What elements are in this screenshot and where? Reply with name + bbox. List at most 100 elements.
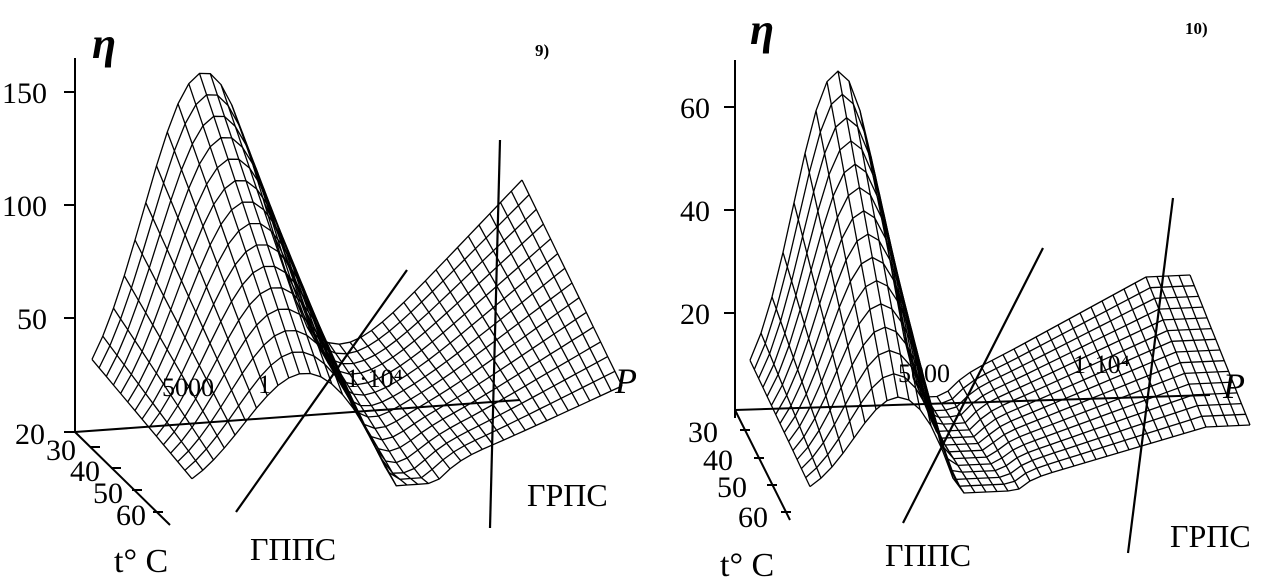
z-tick-label-10-40: 40 — [680, 195, 710, 228]
mesh-line-p — [1156, 276, 1218, 427]
mesh-line-p — [881, 213, 943, 450]
mesh-line-p — [317, 336, 419, 485]
mesh-line-p — [859, 110, 921, 410]
mesh-line-t — [191, 372, 623, 487]
panel-10: 60 40 20 30 40 50 60 η 10) 5000 1·10⁴ P … — [680, 5, 1251, 577]
mesh-line-p — [381, 321, 483, 450]
mesh-line-p — [478, 224, 580, 407]
mesh-line-p — [1167, 275, 1229, 427]
mesh-line-p — [489, 213, 591, 402]
t-tick-label-9-30: 30 — [46, 434, 76, 467]
mesh-line-p — [936, 396, 998, 492]
mesh-line-p — [231, 104, 333, 385]
mesh-line-p — [837, 70, 899, 398]
mesh-line-p — [991, 360, 1053, 473]
mesh-line-p — [112, 307, 215, 461]
t-tick-label-9-40: 40 — [70, 455, 100, 488]
z-tick-label-9-150: 150 — [2, 77, 47, 110]
mesh-line-p — [848, 80, 910, 401]
mesh-line-p — [102, 335, 204, 471]
mesh-line-p — [914, 380, 976, 493]
mesh-line-t — [758, 116, 1199, 412]
grps-line-9 — [488, 139, 502, 529]
mesh-line-p — [1178, 275, 1240, 426]
grps-label-9: ГРПС — [527, 477, 608, 513]
gpps-line-10 — [902, 247, 1044, 524]
gpps-label-9: ГППС — [250, 531, 336, 567]
surface-mesh-9 — [91, 72, 623, 487]
mesh-line-p — [91, 358, 193, 480]
mesh-line-p — [327, 342, 429, 485]
mesh-line-p — [1024, 342, 1086, 463]
gpps-label-10: ГППС — [885, 537, 971, 573]
mesh-line-p — [209, 73, 311, 374]
p-axis-label-10: P — [1222, 366, 1245, 406]
mesh-line-p — [1189, 274, 1251, 426]
z-tick-label-9-50: 50 — [17, 303, 47, 336]
mesh-line-t — [809, 396, 1251, 494]
mesh-line-p — [467, 235, 569, 412]
mesh-line-p — [980, 365, 1042, 477]
z-tick-label-9-20: 20 — [15, 418, 45, 451]
mesh-line-p — [1101, 300, 1163, 441]
z-tick-label-10-20: 20 — [680, 298, 710, 331]
mesh-line-p — [166, 131, 268, 397]
mesh-line-p — [1090, 306, 1152, 444]
mesh-line-p — [456, 247, 559, 417]
t-axis-label-10: t° C — [720, 547, 774, 577]
mesh-line-p — [349, 341, 451, 470]
mesh-line-p — [392, 312, 494, 446]
mesh-line-p — [446, 258, 548, 421]
mesh-line-p — [499, 202, 602, 397]
mesh-line-p — [177, 103, 279, 386]
gpps-line-9 — [235, 269, 408, 513]
mesh-line-p — [1046, 330, 1108, 457]
t-tick-label-10-30: 30 — [688, 416, 718, 449]
t-tick-label-10-60: 60 — [738, 501, 768, 534]
mesh-line-p — [241, 132, 344, 395]
p-tick-label-9-5000: 5000 — [162, 373, 214, 402]
t-tick-label-9-50: 50 — [93, 477, 123, 510]
z-tick-label-9-100: 100 — [2, 190, 47, 223]
mesh-line-t — [775, 210, 1216, 439]
mesh-line-p — [510, 190, 612, 392]
mesh-line-p — [1134, 282, 1196, 431]
mesh-line-p — [1057, 324, 1119, 454]
mesh-line-p — [1112, 294, 1174, 437]
mesh-line-p — [360, 336, 462, 462]
mesh-line-p — [1145, 276, 1207, 428]
t-axis-label-9: t° C — [114, 543, 168, 577]
mesh-line-p — [903, 336, 965, 494]
mesh-line-p — [134, 239, 236, 436]
mesh-line-p — [188, 83, 290, 379]
grps-line-10 — [1126, 197, 1175, 554]
mesh-line-p — [958, 380, 1020, 490]
t-tick-label-9-60: 60 — [116, 499, 146, 532]
mesh-line-p — [815, 110, 877, 410]
mesh-line-p — [145, 202, 247, 422]
mesh-line-p — [1013, 348, 1075, 467]
mesh-line-p — [521, 179, 623, 387]
mesh-line-p — [155, 165, 258, 409]
mesh-line-p — [1068, 318, 1130, 450]
mesh-line-p — [403, 302, 505, 441]
grps-label-10: ГРПС — [1170, 518, 1251, 554]
p-tick-label-9-1e4: 1·10⁴ — [346, 364, 403, 393]
p-axis-label-9: P — [614, 361, 637, 401]
mesh-line-p — [771, 296, 833, 468]
mesh-line-p — [804, 153, 866, 423]
mesh-line-p — [123, 275, 225, 449]
mesh-line-p — [1123, 288, 1185, 434]
mesh-line-p — [198, 73, 301, 375]
p-axis-9 — [74, 399, 521, 433]
mesh-line-p — [1002, 354, 1064, 470]
mesh-line-t — [749, 70, 1191, 398]
surface-mesh-10 — [749, 70, 1251, 494]
mesh-line-p — [220, 84, 322, 378]
panel-label-10: 10) — [1185, 19, 1208, 38]
mesh-line-p — [947, 390, 1009, 492]
mesh-line-p — [370, 330, 473, 456]
mesh-line-p — [424, 280, 526, 431]
p-tick-label-10-1e4: 1·10⁴ — [1073, 350, 1130, 379]
